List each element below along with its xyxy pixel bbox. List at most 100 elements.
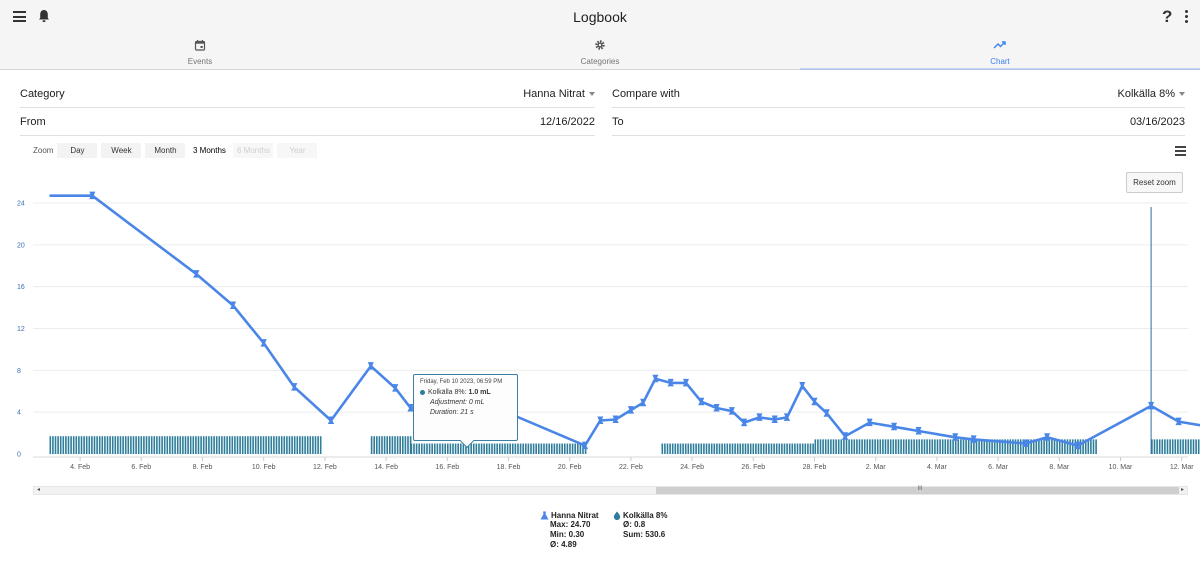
bar <box>540 443 543 454</box>
bar <box>684 443 687 454</box>
bar <box>799 443 801 454</box>
zoom-week-button[interactable]: Week <box>101 142 142 158</box>
bar <box>111 436 114 454</box>
bar <box>493 443 496 454</box>
bar <box>817 439 819 454</box>
bar <box>252 436 254 454</box>
legend-hanna[interactable]: Hanna Nitrat Max: 24.70 Min: 0.30 Ø: 4.8… <box>540 511 599 550</box>
bar <box>710 443 713 454</box>
bar <box>215 436 218 454</box>
bar <box>527 443 530 454</box>
bar <box>721 443 723 454</box>
bell-icon[interactable] <box>38 9 50 23</box>
scrollbar-thumb[interactable]: III <box>656 486 1179 494</box>
bar <box>166 436 169 454</box>
bar <box>1082 439 1084 454</box>
bar <box>1079 439 1082 454</box>
bar <box>530 443 532 454</box>
bar <box>407 436 409 454</box>
bar <box>156 436 158 454</box>
flask-icon <box>540 511 549 520</box>
reset-zoom-button[interactable]: Reset zoom <box>1126 172 1183 193</box>
x-tick-label: 28. Feb <box>803 464 827 471</box>
bar <box>866 439 869 454</box>
x-tick-label: 8. Feb <box>193 464 213 471</box>
bar <box>910 439 913 454</box>
bar <box>671 443 674 454</box>
bar <box>794 443 796 454</box>
bar <box>522 443 524 454</box>
bar <box>1171 439 1174 454</box>
bar <box>749 443 752 454</box>
tab-events[interactable]: Events <box>0 35 400 69</box>
bar <box>370 436 373 454</box>
x-tick-label: 4. Mar <box>927 464 948 471</box>
more-vert-icon[interactable] <box>1185 10 1189 25</box>
data-point <box>597 416 604 425</box>
zoom-month-button[interactable]: Month <box>145 142 186 158</box>
data-point <box>392 384 399 392</box>
legend-kolkalla[interactable]: Kolkälla 8% Ø: 0.8 Sum: 530.6 <box>613 511 667 540</box>
bar <box>986 439 988 454</box>
data-point <box>193 270 200 278</box>
chart[interactable]: 0 4 8 12 16 20 24 4. Feb 6. Feb 8. Feb 10. Feb 12. … <box>0 160 1200 480</box>
bar <box>666 443 669 454</box>
bar <box>488 443 491 454</box>
bar <box>169 436 171 454</box>
y-tick-label: 24 <box>17 201 25 208</box>
y-tick-label: 20 <box>17 242 25 249</box>
zoom-day-button[interactable]: Day <box>57 142 98 158</box>
bar <box>257 436 260 454</box>
zoom-3months-button[interactable]: 3 Months <box>189 142 230 158</box>
bar <box>234 436 236 454</box>
bar <box>72 436 75 454</box>
compare-select[interactable]: Compare with Kolkälla 8% <box>612 80 1185 108</box>
bar <box>519 443 522 454</box>
menu-icon[interactable] <box>13 11 26 22</box>
bar <box>861 439 863 454</box>
bar <box>1066 439 1069 454</box>
bar <box>376 436 378 454</box>
category-select[interactable]: Category Hanna Nitrat <box>20 80 595 108</box>
bar <box>897 439 900 454</box>
bar <box>1184 439 1187 454</box>
tab-chart[interactable]: Chart <box>800 35 1200 70</box>
bar <box>1153 439 1156 454</box>
bar <box>273 436 275 454</box>
chart-scrollbar[interactable]: ◂ III ▸ <box>33 486 1188 495</box>
zoom-label: Zoom <box>33 145 54 155</box>
bar <box>296 436 299 454</box>
bar <box>921 439 923 454</box>
app-bar: Logbook ? <box>0 0 1200 35</box>
bar <box>197 436 200 454</box>
bar <box>563 443 566 454</box>
bar <box>114 436 117 454</box>
bar <box>742 443 744 454</box>
bar <box>812 443 814 454</box>
tooltip-value: 1.0 mL <box>468 389 491 396</box>
bar <box>1064 439 1066 454</box>
scroll-left-icon[interactable]: ◂ <box>36 487 40 493</box>
data-point <box>740 418 748 427</box>
bar <box>1035 439 1038 454</box>
tab-categories[interactable]: Categories <box>400 35 800 69</box>
bar <box>1045 439 1048 454</box>
from-date-field[interactable]: From 12/16/2022 <box>20 108 595 136</box>
help-icon[interactable]: ? <box>1162 7 1173 26</box>
scroll-right-icon[interactable]: ▸ <box>1180 487 1184 493</box>
chart-menu-icon[interactable] <box>1175 146 1186 158</box>
to-date-field[interactable]: To 03/16/2023 <box>612 108 1185 136</box>
bar <box>558 443 561 454</box>
bar <box>835 439 837 454</box>
bar <box>931 439 934 454</box>
bar <box>543 443 545 454</box>
data-point <box>811 397 818 406</box>
bar <box>472 443 475 454</box>
bar <box>1151 439 1153 454</box>
bar <box>843 439 845 454</box>
bar <box>661 443 664 454</box>
bar <box>127 436 130 454</box>
bar <box>391 436 394 454</box>
bar <box>535 443 537 454</box>
bar <box>441 443 444 454</box>
